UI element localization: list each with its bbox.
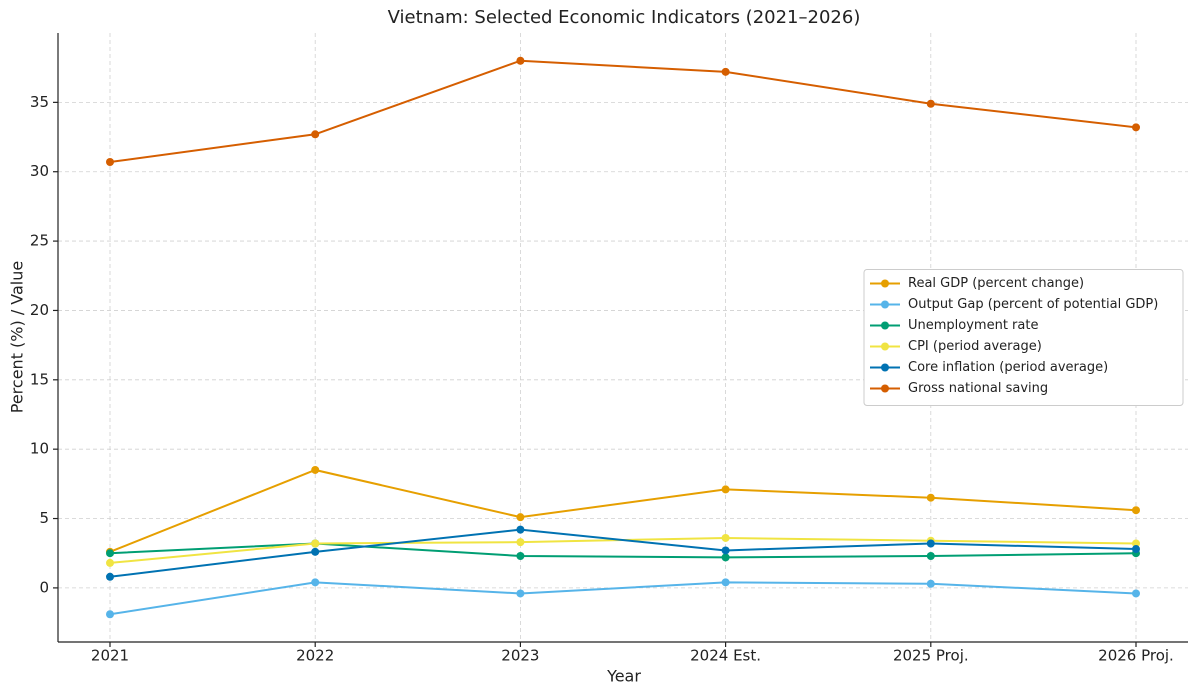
series-line <box>109 536 1137 564</box>
data-point <box>106 610 114 619</box>
data-point <box>721 553 730 562</box>
data-point <box>311 465 320 474</box>
legend: Real GDP (percent change) Output Gap (per… <box>863 269 1184 406</box>
legend-marker <box>881 384 889 393</box>
x-tick-label: 2025 Proj. <box>893 647 969 665</box>
data-point <box>106 158 114 167</box>
y-tick-label: 25 <box>30 232 49 250</box>
y-tick-label: 15 <box>30 370 49 388</box>
legend-marker <box>881 300 889 309</box>
legend-label: CPI (period average) <box>908 339 1042 354</box>
data-point <box>311 539 320 548</box>
x-tick-label: 2022 <box>296 647 334 665</box>
data-point <box>106 558 114 567</box>
legend-label: Core inflation (period average) <box>908 360 1108 375</box>
legend-box <box>863 269 1184 406</box>
data-point <box>311 130 320 139</box>
series-line <box>109 528 1137 578</box>
data-point <box>516 56 525 65</box>
data-point <box>106 549 114 558</box>
data-point <box>516 589 525 598</box>
data-point <box>721 485 730 494</box>
data-point <box>926 539 935 548</box>
data-point <box>926 99 935 108</box>
series-line <box>109 468 1137 553</box>
y-tick-label: 35 <box>30 93 49 111</box>
y-tick-label: 30 <box>30 162 49 180</box>
data-point <box>721 546 730 555</box>
legend-marker <box>881 321 889 330</box>
data-point <box>1132 123 1140 132</box>
data-point <box>516 538 525 547</box>
data-point <box>311 547 320 556</box>
data-point <box>106 572 114 581</box>
data-point <box>926 551 935 560</box>
x-tick-label: 2021 <box>91 647 129 665</box>
x-tick-label: 2024 Est. <box>690 647 761 665</box>
data-point <box>516 551 525 560</box>
series-line <box>109 542 1137 559</box>
legend-label: Unemployment rate <box>908 318 1038 333</box>
y-tick-label: 20 <box>30 301 49 319</box>
legend-label: Gross national saving <box>908 381 1048 396</box>
legend-label: Real GDP (percent change) <box>908 276 1084 291</box>
data-point <box>1132 539 1140 548</box>
data-point <box>926 493 935 502</box>
y-tick-label: 10 <box>30 440 49 458</box>
data-point <box>721 578 730 587</box>
data-point <box>1132 589 1140 598</box>
data-point <box>1132 506 1140 515</box>
legend-marker <box>881 363 889 372</box>
data-point <box>516 525 525 534</box>
data-point <box>311 578 320 587</box>
data-point <box>1132 545 1140 554</box>
y-tick-label: 0 <box>39 578 49 596</box>
data-point <box>516 513 525 522</box>
data-point <box>926 579 935 588</box>
x-axis-label: Year <box>606 667 641 686</box>
legend-marker <box>881 279 889 288</box>
chart-title: Vietnam: Selected Economic Indicators (2… <box>388 7 861 28</box>
y-tick-label: 5 <box>39 509 49 527</box>
data-point <box>721 67 730 76</box>
x-tick-label: 2023 <box>501 647 539 665</box>
x-tick-label: 2026 Proj. <box>1098 647 1174 665</box>
y-axis-label: Percent (%) / Value <box>8 261 27 413</box>
data-point <box>721 533 730 542</box>
legend-marker <box>881 342 889 351</box>
series-line <box>109 59 1137 164</box>
legend-label: Output Gap (percent of potential GDP) <box>908 297 1158 312</box>
series-line <box>109 581 1137 616</box>
